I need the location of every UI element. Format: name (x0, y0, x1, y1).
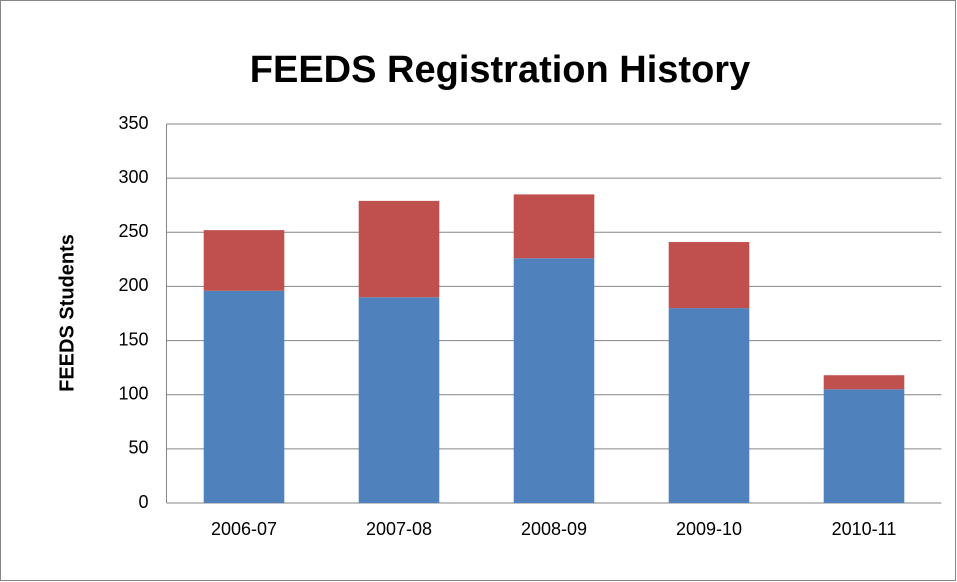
y-axis-label: FEEDS Students (56, 234, 78, 392)
bar-segment (358, 297, 440, 503)
x-tick-label: 2009-10 (676, 519, 742, 539)
x-tick-label: 2010-11 (832, 519, 897, 539)
y-tick-label: 350 (118, 113, 148, 133)
y-tick-label: 200 (118, 275, 148, 295)
bar-segment (358, 200, 440, 298)
bar-segment (203, 230, 285, 291)
x-tick-label: 2006-07 (211, 519, 277, 539)
y-tick-label: 250 (118, 221, 148, 241)
chart-title: FEEDS Registration History (250, 49, 750, 91)
bar-segment (668, 308, 750, 503)
x-tick-label: 2008-09 (521, 519, 587, 539)
y-tick-label: 300 (118, 167, 148, 187)
y-tick-label: 150 (118, 329, 148, 349)
bar-segment (823, 389, 905, 503)
y-tick-label: 0 (138, 492, 148, 512)
bar-segment (203, 290, 285, 503)
y-tick-label: 50 (128, 438, 148, 458)
bar-segment (513, 194, 595, 259)
x-tick-label: 2007-08 (366, 519, 432, 539)
y-tick-label: 100 (118, 383, 148, 403)
bar-segment (668, 242, 750, 309)
bar-segment (823, 375, 905, 390)
bar-segment (513, 258, 595, 503)
